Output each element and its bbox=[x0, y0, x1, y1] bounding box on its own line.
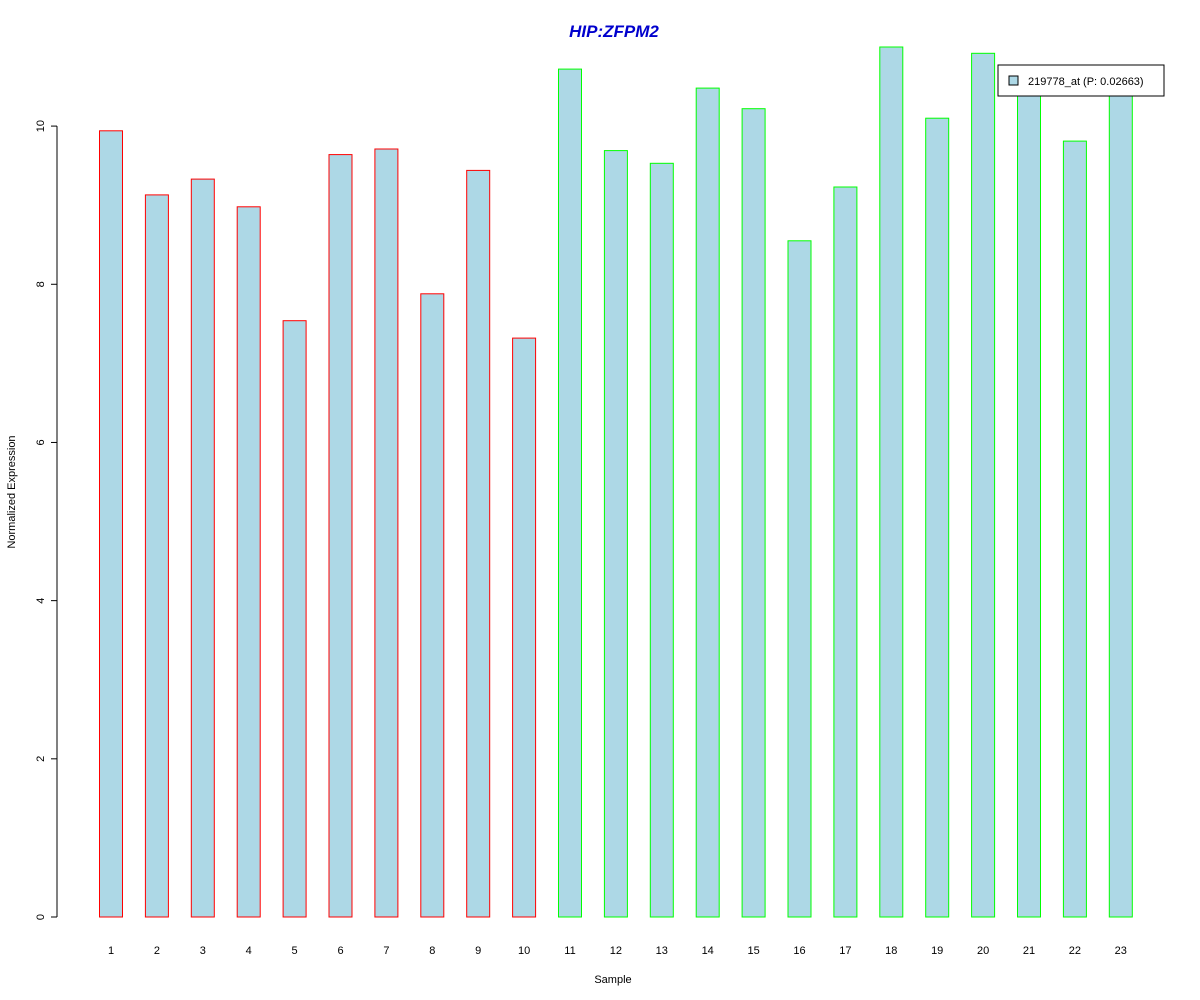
x-tick-label: 19 bbox=[931, 945, 943, 957]
bar-sample-2 bbox=[144, 194, 169, 918]
x-tick-label: 21 bbox=[1023, 945, 1035, 957]
legend: 219778_at (P: 0.02663) bbox=[997, 64, 1165, 97]
bar-sample-18 bbox=[879, 46, 904, 918]
bar-sample-9 bbox=[466, 169, 491, 918]
x-tick-label: 22 bbox=[1069, 945, 1081, 957]
y-axis: 0 2 4 6 8 10 bbox=[35, 120, 58, 920]
x-tick-label: 13 bbox=[656, 945, 668, 957]
bar-sample-14 bbox=[695, 87, 720, 918]
x-tick-label: 20 bbox=[977, 945, 989, 957]
bar-sample-5 bbox=[282, 320, 307, 918]
x-tick-label: 4 bbox=[246, 945, 252, 957]
y-tick-label: 10 bbox=[35, 120, 47, 132]
bars-group bbox=[99, 46, 1133, 918]
x-tick-label: 1 bbox=[108, 945, 114, 957]
x-tick-label: 14 bbox=[702, 945, 714, 957]
x-tick-label: 12 bbox=[610, 945, 622, 957]
x-tick-label: 8 bbox=[429, 945, 435, 957]
x-tick-label: 5 bbox=[292, 945, 298, 957]
x-tick-label: 16 bbox=[793, 945, 805, 957]
bar-sample-23 bbox=[1108, 79, 1133, 918]
x-tick-label: 17 bbox=[839, 945, 851, 957]
legend-swatch bbox=[1008, 75, 1019, 86]
y-axis-label: Normalized Expression bbox=[6, 435, 18, 548]
bar-sample-1 bbox=[99, 130, 123, 918]
legend-box bbox=[997, 64, 1165, 97]
x-tick-label: 6 bbox=[337, 945, 343, 957]
x-tick-label: 9 bbox=[475, 945, 481, 957]
x-tick-label: 23 bbox=[1115, 945, 1127, 957]
bar-sample-21 bbox=[1017, 89, 1041, 918]
bar-sample-20 bbox=[971, 52, 996, 918]
bar-sample-8 bbox=[420, 293, 445, 918]
legend-label: 219778_at (P: 0.02663) bbox=[1028, 76, 1144, 88]
x-tick-label: 18 bbox=[885, 945, 897, 957]
x-tick-label: 2 bbox=[154, 945, 160, 957]
x-tick-label: 15 bbox=[747, 945, 759, 957]
y-tick-label: 0 bbox=[35, 914, 47, 920]
x-tick-label: 10 bbox=[518, 945, 530, 957]
bar-sample-7 bbox=[374, 148, 399, 918]
bar-sample-3 bbox=[190, 178, 215, 918]
bar-sample-16 bbox=[787, 240, 812, 918]
y-tick-label: 2 bbox=[35, 756, 47, 762]
bar-sample-19 bbox=[925, 117, 950, 918]
chart-title: HIP:ZFPM2 bbox=[569, 22, 659, 41]
bar-sample-22 bbox=[1062, 140, 1087, 918]
x-axis-label: Sample bbox=[594, 974, 631, 986]
bar-sample-6 bbox=[328, 154, 353, 918]
bar-sample-17 bbox=[833, 186, 858, 918]
bar-sample-10 bbox=[512, 337, 537, 918]
x-tick-label: 7 bbox=[383, 945, 389, 957]
y-tick-label: 4 bbox=[35, 598, 47, 604]
bar-sample-4 bbox=[236, 206, 261, 918]
bar-sample-15 bbox=[741, 108, 766, 918]
y-tick-label: 6 bbox=[35, 439, 47, 445]
x-tick-label: 11 bbox=[564, 945, 575, 957]
bar-sample-12 bbox=[603, 150, 628, 918]
bar-sample-11 bbox=[558, 68, 582, 918]
bar-sample-13 bbox=[649, 162, 674, 918]
y-tick-label: 8 bbox=[35, 281, 47, 287]
x-tick-label: 3 bbox=[200, 945, 206, 957]
x-tick-labels: 1 2 3 4 5 6 7 8 9 10 11 12 13 14 15 16 17 18 19 20 21 22 23 bbox=[108, 945, 1127, 957]
